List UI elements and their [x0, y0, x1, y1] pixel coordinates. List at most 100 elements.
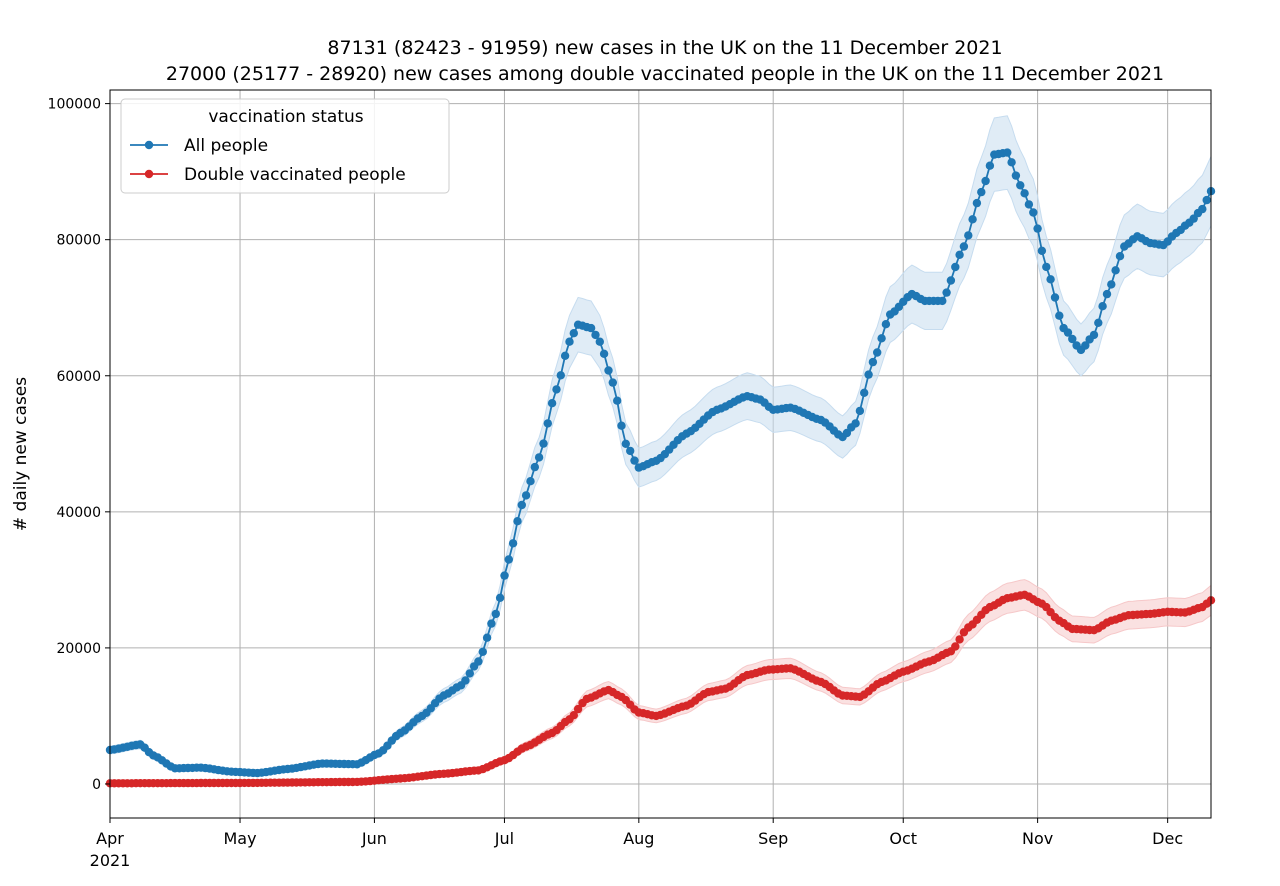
chart-title-line-2: 27000 (25177 - 28920) new cases among do… — [166, 63, 1164, 85]
data-point — [972, 198, 982, 208]
y-tick-label: 100000 — [48, 97, 101, 113]
data-point — [1055, 311, 1064, 320]
data-point — [946, 276, 956, 285]
data-point — [1107, 280, 1116, 289]
data-point — [534, 453, 544, 462]
data-point — [1094, 318, 1103, 327]
data-point — [504, 555, 513, 564]
data-point — [964, 231, 973, 240]
data-point — [560, 351, 570, 360]
data-point — [595, 337, 604, 346]
data-point — [1037, 246, 1047, 255]
x-tick-label: Sep — [758, 829, 788, 848]
x-axis-ticks: Apr 2021 May Jun Jul Aug Sep Oct Nov Dec — [90, 818, 1183, 870]
x-tick-label: Nov — [1022, 829, 1053, 848]
data-point — [938, 296, 947, 306]
data-point — [868, 357, 878, 367]
legend-marker-double-vaccinated — [144, 169, 154, 179]
data-point — [495, 593, 505, 602]
y-tick-label: 40000 — [56, 505, 101, 521]
legend-box — [120, 98, 450, 194]
data-point — [491, 609, 500, 619]
data-point — [1024, 200, 1034, 209]
data-point — [951, 642, 960, 651]
data-point — [1198, 204, 1207, 214]
data-point — [1046, 275, 1055, 284]
data-point — [981, 176, 990, 186]
x-tick-label: Apr — [96, 829, 124, 848]
data-point — [1016, 181, 1025, 190]
uncertainty-band-series-0 — [109, 115, 1212, 777]
data-point — [1102, 289, 1112, 299]
data-point — [513, 517, 522, 526]
data-point — [864, 370, 873, 379]
data-point — [500, 571, 509, 580]
legend-title: vaccination status — [208, 107, 363, 127]
x-tick-label: Jul — [494, 829, 514, 848]
data-point — [955, 635, 964, 644]
y-tick-label: 20000 — [56, 641, 101, 657]
data-point — [521, 491, 531, 500]
data-point — [1011, 171, 1021, 180]
data-point — [556, 371, 565, 380]
data-point — [1063, 328, 1073, 337]
y-tick-label: 0 — [92, 777, 101, 793]
data-point — [1033, 224, 1042, 233]
data-point — [461, 676, 470, 685]
data-point — [1068, 334, 1077, 344]
data-point — [1020, 189, 1029, 198]
data-point — [855, 406, 865, 416]
data-point — [1007, 158, 1016, 167]
legend-marker-all-people — [144, 140, 154, 150]
data-point — [959, 242, 969, 251]
data-point — [569, 711, 578, 720]
x-tick-sublabel: 2021 — [90, 851, 131, 870]
x-tick-label: Aug — [623, 829, 654, 848]
data-point — [1111, 266, 1120, 275]
data-point — [586, 323, 596, 333]
legend-label-double-vaccinated: Double vaccinated people — [184, 165, 406, 185]
data-point — [621, 439, 630, 448]
y-tick-label: 80000 — [56, 233, 101, 249]
data-point — [526, 477, 535, 486]
data-point — [851, 419, 860, 428]
data-point — [630, 456, 639, 465]
data-point — [474, 657, 483, 666]
data-point — [1081, 341, 1090, 350]
data-point — [604, 366, 613, 375]
data-point — [860, 388, 869, 397]
data-point — [599, 349, 609, 358]
data-point — [951, 262, 960, 272]
data-point — [877, 334, 886, 343]
legend-label-all-people: All people — [184, 136, 268, 156]
data-point — [626, 446, 635, 456]
y-tick-label: 60000 — [56, 369, 101, 385]
data-point — [517, 500, 526, 510]
y-axis-ticks: 0 20000 40000 60000 80000 100000 — [48, 97, 110, 793]
data-point — [977, 187, 986, 197]
data-point — [591, 330, 600, 340]
data-point — [482, 633, 492, 642]
data-point — [552, 385, 561, 394]
data-point — [1115, 252, 1125, 261]
x-tick-label: Oct — [889, 829, 917, 848]
data-point — [487, 619, 496, 628]
data-point — [478, 647, 487, 656]
x-tick-label: May — [224, 829, 257, 848]
data-point — [569, 329, 578, 338]
data-point — [955, 250, 964, 259]
data-point — [565, 337, 574, 346]
chart-title-line-1: 87131 (82423 - 91959) new cases in the U… — [327, 37, 1002, 59]
data-point — [539, 439, 548, 448]
x-tick-label: Jun — [361, 829, 387, 848]
data-point — [465, 669, 474, 678]
data-point — [617, 421, 626, 430]
data-point — [530, 462, 539, 472]
data-point — [873, 348, 882, 357]
series-markers — [105, 148, 1216, 788]
data-point — [508, 539, 518, 548]
y-axis-label: # daily new cases — [11, 377, 31, 531]
data-point — [1050, 293, 1060, 302]
data-point — [881, 320, 891, 329]
